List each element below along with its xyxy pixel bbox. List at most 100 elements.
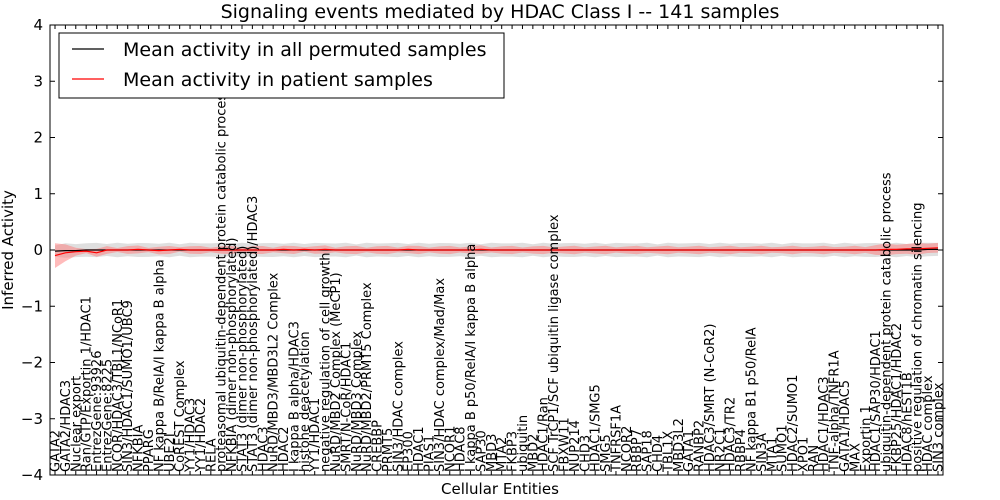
category-label: MTA1 [765, 437, 780, 472]
category-label: SIN3/HDAC complex [391, 341, 406, 472]
category-label: PIAS1 [422, 435, 437, 472]
category-label: NFKBIA [132, 425, 147, 472]
category-label: TNF-alpha/TNFR1A [828, 350, 843, 473]
category-label: SMG5 [599, 434, 614, 472]
category-label: UBE2I [163, 433, 178, 472]
category-label: TBL1X [661, 431, 676, 473]
category-label: SIN3 complex [932, 382, 947, 472]
category-label: FKBP25/HDAC1/HDAC2 [890, 323, 905, 472]
category-label: SMRT/N-CoR/HDAC1 [339, 342, 354, 472]
category-label: MBD3 [485, 434, 500, 472]
category-label: HDAC1/SAP30/HDAC1 [869, 330, 884, 472]
category-label: SIN3A [755, 433, 770, 472]
category-label: histone deacetylation [298, 331, 313, 472]
category-label: NFKBIA (dimer non-phosphorylated) [225, 238, 240, 472]
category-label: MBD3L2 [672, 418, 687, 472]
category-label: RBBP4 [734, 429, 749, 472]
category-label: SIN3/HDAC1/SUMO1/UBC9 [121, 300, 136, 472]
category-label: CREBBP [371, 420, 386, 472]
category-label: TNFRSF1A [609, 405, 624, 473]
legend-label-permuted: Mean activity in all permuted samples [123, 39, 486, 61]
y-axis-label: Inferred Activity [0, 190, 17, 310]
category-label: NF kappa B1 p50/RelA [745, 327, 760, 472]
category-label: NCOR2 [620, 426, 635, 472]
category-label: SAP30 [474, 430, 489, 472]
category-label: GATA2 [49, 430, 64, 472]
category-label: HDAC1 [412, 426, 427, 472]
category-label: MAX [848, 443, 863, 472]
category-label: PPARG [142, 429, 157, 472]
category-label: NuRD/MBD3 Complex [350, 331, 365, 472]
category-label: NuRD/MBD2/PRMT5 Complex [360, 282, 375, 472]
category-label: proteasomal ubiquitin-dependent protein … [215, 87, 230, 472]
category-label: NF kappa B/RelA/I kappa B alpha [152, 259, 167, 472]
legend-label-patient: Mean activity in patient samples [123, 69, 433, 91]
category-label: YY1/HDAC2 [194, 398, 209, 473]
category-label: HDAC3 [256, 426, 271, 472]
category-label: positive regulation of chromatin silenci… [911, 202, 926, 472]
category-label: EP300 [402, 431, 417, 472]
category-label: NUP214 [568, 420, 583, 472]
y-axis: −4 −3 −2 −1 0 1 2 3 4 [21, 16, 943, 484]
category-label: HDAC8 [454, 426, 469, 472]
category-label: Exportin 1 [859, 405, 874, 472]
x-axis [54, 25, 939, 475]
category-label: CHD4 [651, 435, 666, 472]
category-label: GATA1/HDAC5 [838, 380, 853, 472]
category-label: NR2C1 [713, 428, 728, 472]
y-tick-label: 3 [33, 72, 43, 90]
category-label: NuRD/MBD3/MBD3L2 Complex [267, 272, 282, 472]
category-label: XPO1 [796, 437, 811, 472]
category-label: NCOR1 [443, 426, 458, 472]
category-label: RELA [204, 438, 219, 472]
category-label: SCF TrCP1/SCF ubiquitin ligase complex [547, 214, 562, 472]
x-axis-label: Cellular Entities [441, 480, 559, 498]
category-label: CoREST Complex [173, 360, 188, 472]
category-label: HDAC1/Ran [537, 397, 552, 472]
category-label: GATA2/HDAC3 [59, 380, 74, 472]
category-label: HDAC8/hEST1B [900, 372, 915, 472]
category-label: ubiquitin [516, 415, 531, 472]
category-label: HDAC1/HDAC3 [817, 376, 832, 472]
category-label: YY1/HDAC1 [308, 398, 323, 473]
legend-box [58, 32, 505, 99]
category-label: EntrezGene:93926 [90, 351, 105, 472]
category-label: STAT3 (dimer non-phosphorylated) [235, 246, 250, 472]
category-label: HDAC1/SMG5 [589, 384, 604, 472]
category-label: SAP18 [641, 430, 656, 472]
category-label: HDAC3/SMRT (N-CoR2) [703, 324, 718, 472]
y-tick-label: −2 [21, 354, 43, 372]
category-label: NCOR/HDAC3/TBL1/NCoR1 [111, 299, 126, 472]
patient-band [55, 242, 938, 268]
category-label: YY1/HDAC3 [184, 398, 199, 473]
series-lines [54, 247, 939, 257]
category-label: I kappa B alpha/HDAC3 [287, 321, 302, 472]
category-label: FBXW11 [558, 417, 573, 472]
category-label: PRMT5 [381, 428, 396, 472]
y-tick-label: −3 [21, 410, 43, 428]
y-tick-label: 0 [33, 241, 43, 259]
category-label: SIN3/HDAC complex/Mad/Max [433, 278, 448, 472]
category-label: RBBP7 [630, 429, 645, 472]
patient-series-line [54, 247, 939, 257]
y-tick-label: −4 [21, 466, 43, 484]
category-label: HDAC complex [921, 375, 936, 472]
category-label: CHD3 [578, 435, 593, 472]
category-label: negative regulation of cell growth [319, 252, 334, 472]
y-tick-label: 4 [33, 16, 43, 34]
chart-title: Signaling events mediated by HDAC Class … [221, 1, 780, 23]
category-label: MTA2 [495, 437, 510, 472]
legend: Mean activity in all permuted samples Me… [58, 32, 505, 99]
category-label: ubiquitin-dependent protein catabolic pr… [880, 172, 895, 472]
y-tick-label: 2 [33, 129, 43, 147]
category-label: NuRD/MBD2 Complex (MeCP1) [329, 272, 344, 472]
category-label: HDAC3/TR2 [724, 397, 739, 472]
category-label: RANBP2 [693, 420, 708, 472]
category-label: Nuclear export [69, 376, 84, 472]
category-label: Ran/GTP/Exportin 1/HDAC1 [80, 296, 95, 472]
y-tick-label: −1 [21, 297, 43, 315]
category-label: EntrezGene:8225 [100, 359, 115, 472]
category-label: FKBP3 [506, 431, 521, 472]
